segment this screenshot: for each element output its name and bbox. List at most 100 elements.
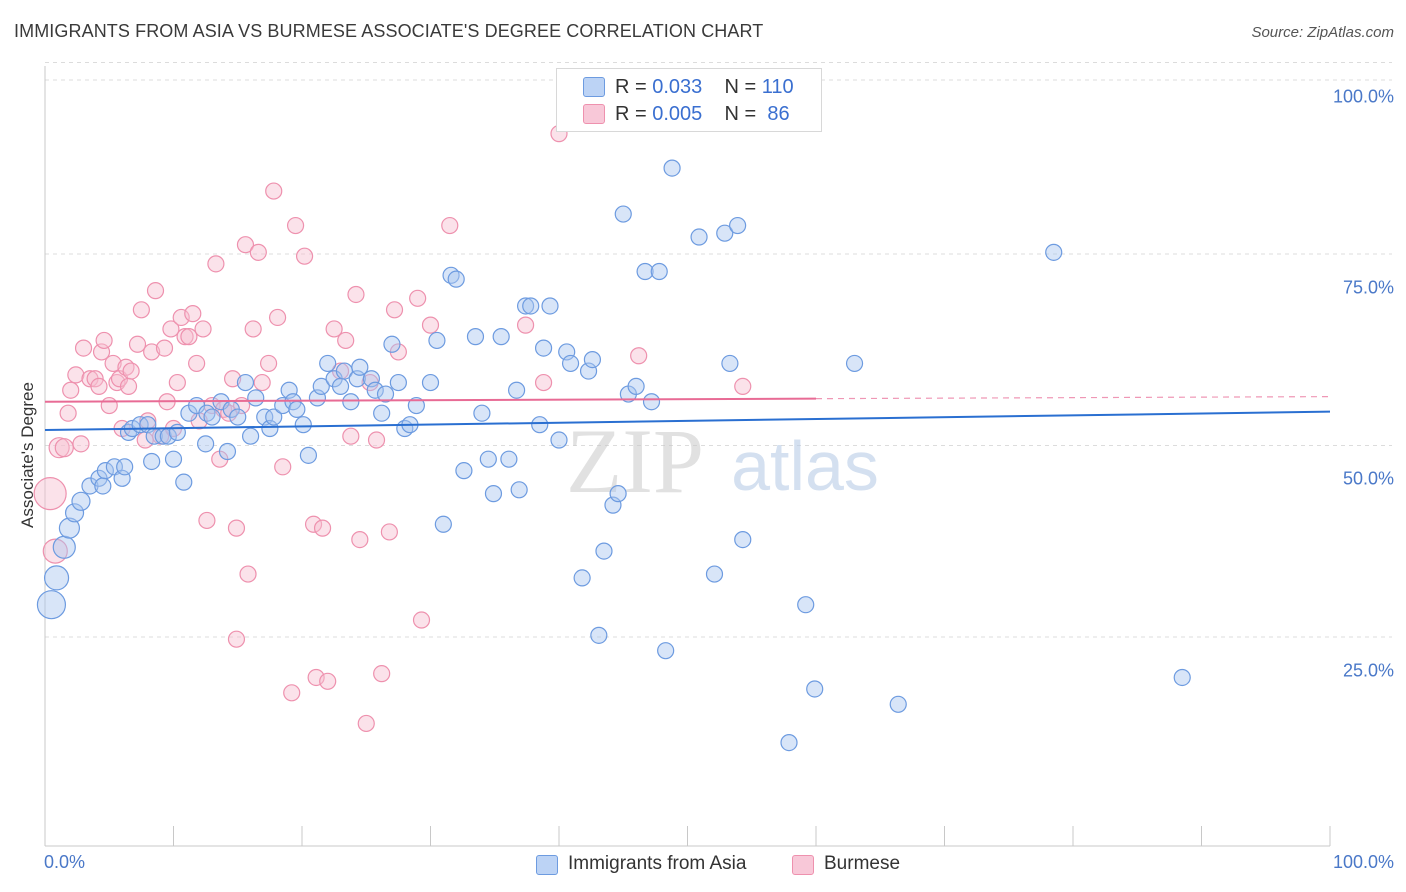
y-tick-25: 25.0% xyxy=(1342,660,1394,681)
burmese-point xyxy=(72,435,90,453)
asia-point xyxy=(845,354,864,373)
burmese-point xyxy=(367,431,386,449)
asia-point xyxy=(236,373,255,392)
burmese-point xyxy=(734,377,752,395)
asia-point xyxy=(614,205,632,223)
burmese-point xyxy=(128,335,147,353)
burmese-point xyxy=(249,243,267,261)
burmese-point xyxy=(319,672,337,690)
asia-point xyxy=(242,427,260,445)
asia-point xyxy=(116,458,134,476)
legend-asia-swatch xyxy=(536,855,558,875)
asia-point xyxy=(627,377,645,395)
burmese-point xyxy=(342,427,360,445)
asia-point xyxy=(636,262,654,281)
asia-point xyxy=(342,393,360,411)
asia-point xyxy=(561,354,580,373)
burmese-point xyxy=(54,438,74,458)
asia-point xyxy=(1045,243,1063,261)
asia-point xyxy=(319,354,337,373)
asia-point xyxy=(889,695,907,713)
burmese-n-label: N = xyxy=(724,102,757,125)
asia-point xyxy=(203,408,221,426)
burmese-point xyxy=(385,301,404,319)
burmese-point xyxy=(268,308,287,327)
burmese-point xyxy=(132,301,150,319)
asia-r-label: R = xyxy=(615,75,647,98)
asia-point xyxy=(164,450,183,468)
asia-point xyxy=(721,354,739,373)
burmese-point xyxy=(59,404,77,422)
asia-point xyxy=(373,404,391,422)
y-tick-75: 75.0% xyxy=(1342,277,1394,298)
asia-point xyxy=(428,331,446,350)
burmese-point xyxy=(42,538,68,564)
burmese-point xyxy=(325,320,343,338)
asia-point xyxy=(534,339,553,357)
burmese-swatch xyxy=(583,104,605,124)
asia-point xyxy=(657,642,675,660)
burmese-point xyxy=(188,354,206,373)
asia-point xyxy=(573,569,591,587)
burmese-point xyxy=(421,316,440,334)
burmese-point xyxy=(295,247,314,265)
chart-legend: Immigrants from Asia Burmese xyxy=(0,852,1406,876)
asia-point xyxy=(595,542,613,560)
burmese-point xyxy=(630,347,648,365)
burmese-point xyxy=(227,630,246,648)
burmese-point xyxy=(143,343,161,361)
asia-point xyxy=(492,328,510,346)
burmese-point xyxy=(534,373,553,392)
burmese-r-label: R = xyxy=(615,102,647,125)
asia-n-label: N = xyxy=(724,75,757,98)
burmese-point xyxy=(146,282,165,300)
burmese-point xyxy=(357,714,375,733)
source-label: Source: ZipAtlas.com xyxy=(1251,24,1394,41)
burmese-point xyxy=(67,366,85,384)
asia-point xyxy=(434,515,452,533)
burmese-point xyxy=(239,565,257,583)
asia-point xyxy=(690,228,708,246)
asia-point xyxy=(466,328,485,346)
asia-point xyxy=(351,358,369,376)
asia-point xyxy=(541,297,559,315)
asia-point xyxy=(797,596,815,614)
burmese-point xyxy=(122,362,140,380)
asia-point xyxy=(590,626,608,644)
asia-point xyxy=(366,381,384,399)
x-tick-0: 0.0% xyxy=(44,852,86,872)
asia-point xyxy=(447,270,465,288)
asia-point xyxy=(71,491,91,511)
burmese-point xyxy=(119,377,138,395)
asia-point xyxy=(247,389,265,407)
asia-point xyxy=(143,452,161,471)
asia-point xyxy=(806,680,824,698)
asia-point xyxy=(583,350,602,369)
y-tick-50: 50.0% xyxy=(1342,468,1394,489)
burmese-point xyxy=(409,289,427,307)
asia-point xyxy=(479,450,497,468)
asia-point xyxy=(383,335,401,353)
asia-point xyxy=(94,477,112,495)
asia-point xyxy=(312,377,330,395)
asia-point xyxy=(168,423,186,441)
asia-point xyxy=(507,381,526,399)
burmese-point xyxy=(176,328,194,346)
asia-point xyxy=(1173,668,1191,687)
burmese-point xyxy=(184,305,202,323)
chart-title: IMMIGRANTS FROM ASIA VS BURMESE ASSOCIAT… xyxy=(14,21,764,41)
asia-point xyxy=(294,416,312,434)
asia-point xyxy=(58,517,81,539)
burmese-point xyxy=(253,373,271,392)
watermark-zip: ZIP xyxy=(566,410,704,512)
burmese-point xyxy=(100,396,118,415)
asia-point xyxy=(500,450,518,468)
burmese-point xyxy=(104,354,122,373)
burmese-point xyxy=(194,320,212,338)
asia-point xyxy=(516,297,535,315)
asia-point xyxy=(705,565,724,583)
burmese-r-value: 0.005 xyxy=(652,102,703,125)
asia-point xyxy=(265,408,283,426)
asia-point xyxy=(288,400,306,418)
burmese-point xyxy=(227,519,246,537)
